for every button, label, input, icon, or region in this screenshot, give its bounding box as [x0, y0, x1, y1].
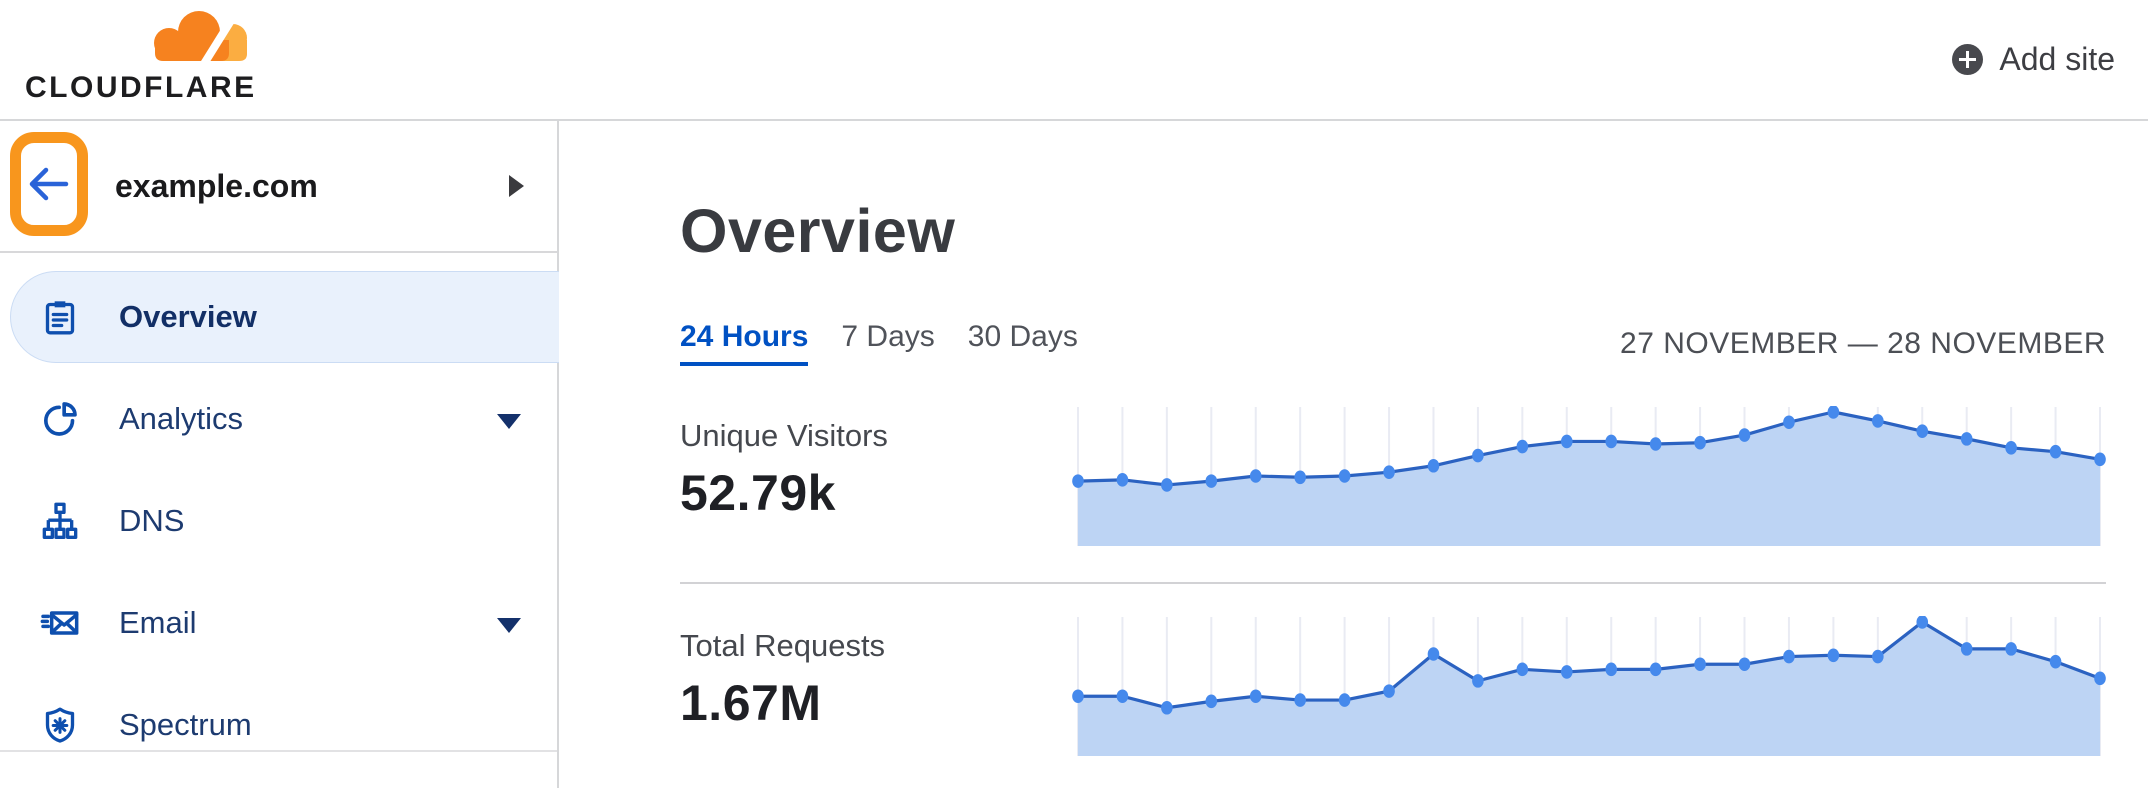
tab-30-days[interactable]: 30 Days: [967, 320, 1078, 353]
site-name: example.com: [115, 167, 318, 204]
metric-label: Total Requests: [680, 628, 886, 663]
add-site-label: Add site: [1999, 41, 2115, 77]
chevron-down-icon[interactable]: [497, 618, 521, 633]
arrow-left-icon: [29, 167, 69, 201]
section-divider: [680, 582, 2106, 584]
sidebar-item-overview[interactable]: Overview: [10, 271, 559, 363]
unique-visitors-chart: [1072, 405, 2106, 546]
sidebar-item-email[interactable]: Email: [10, 577, 559, 669]
cloudflare-logo-text: CLOUDFLARE: [25, 71, 257, 104]
site-selector-row: example.com: [0, 121, 557, 253]
tab-24-hours[interactable]: 24 Hours: [680, 320, 809, 366]
metric-value: 1.67M: [680, 675, 822, 731]
tab-7-days[interactable]: 7 Days: [841, 320, 935, 353]
plus-circle-icon: [1952, 44, 1984, 75]
caret-right-icon[interactable]: [509, 175, 524, 197]
sidebar-item-spectrum[interactable]: Spectrum: [10, 679, 559, 771]
metric-label: Unique Visitors: [680, 418, 888, 453]
sidebar: example.com Overview: [0, 121, 559, 788]
cloudflare-cloud-icon: [154, 11, 247, 62]
network-tree-icon: [39, 500, 81, 542]
annotation-highlight-box: [10, 132, 88, 236]
sidebar-item-label: Overview: [119, 299, 257, 334]
add-site-button[interactable]: Add site: [1952, 0, 2115, 119]
sidebar-item-label: Spectrum: [119, 707, 252, 742]
pie-chart-icon: [39, 398, 81, 440]
time-range-tabs: 24 Hours 7 Days 30 Days: [680, 320, 1078, 366]
total-requests-chart: [1072, 615, 2106, 756]
sidebar-item-label: DNS: [119, 503, 185, 538]
sidebar-nav: Overview Analytics: [0, 253, 559, 771]
page-title: Overview: [680, 197, 956, 265]
shield-icon: [39, 704, 81, 746]
metric-value: 52.79k: [680, 465, 836, 521]
email-icon: [39, 602, 81, 644]
back-button[interactable]: [26, 161, 72, 207]
top-header: CLOUDFLARE Add site: [0, 0, 2148, 121]
sidebar-item-dns[interactable]: DNS: [10, 475, 559, 567]
date-range-label: 27 NOVEMBER — 28 NOVEMBER: [1620, 327, 2106, 360]
sidebar-item-label: Email: [119, 605, 197, 640]
sidebar-item-label: Analytics: [119, 401, 244, 436]
sidebar-item-analytics[interactable]: Analytics: [10, 373, 559, 465]
unique-visitors-metric: Unique Visitors 52.79k: [680, 418, 1060, 522]
total-requests-metric: Total Requests 1.67M: [680, 628, 1060, 732]
sidebar-divider: [0, 750, 557, 752]
cloudflare-logo[interactable]: CLOUDFLARE: [25, 8, 265, 104]
clipboard-icon: [39, 296, 81, 338]
chevron-down-icon[interactable]: [497, 414, 521, 429]
